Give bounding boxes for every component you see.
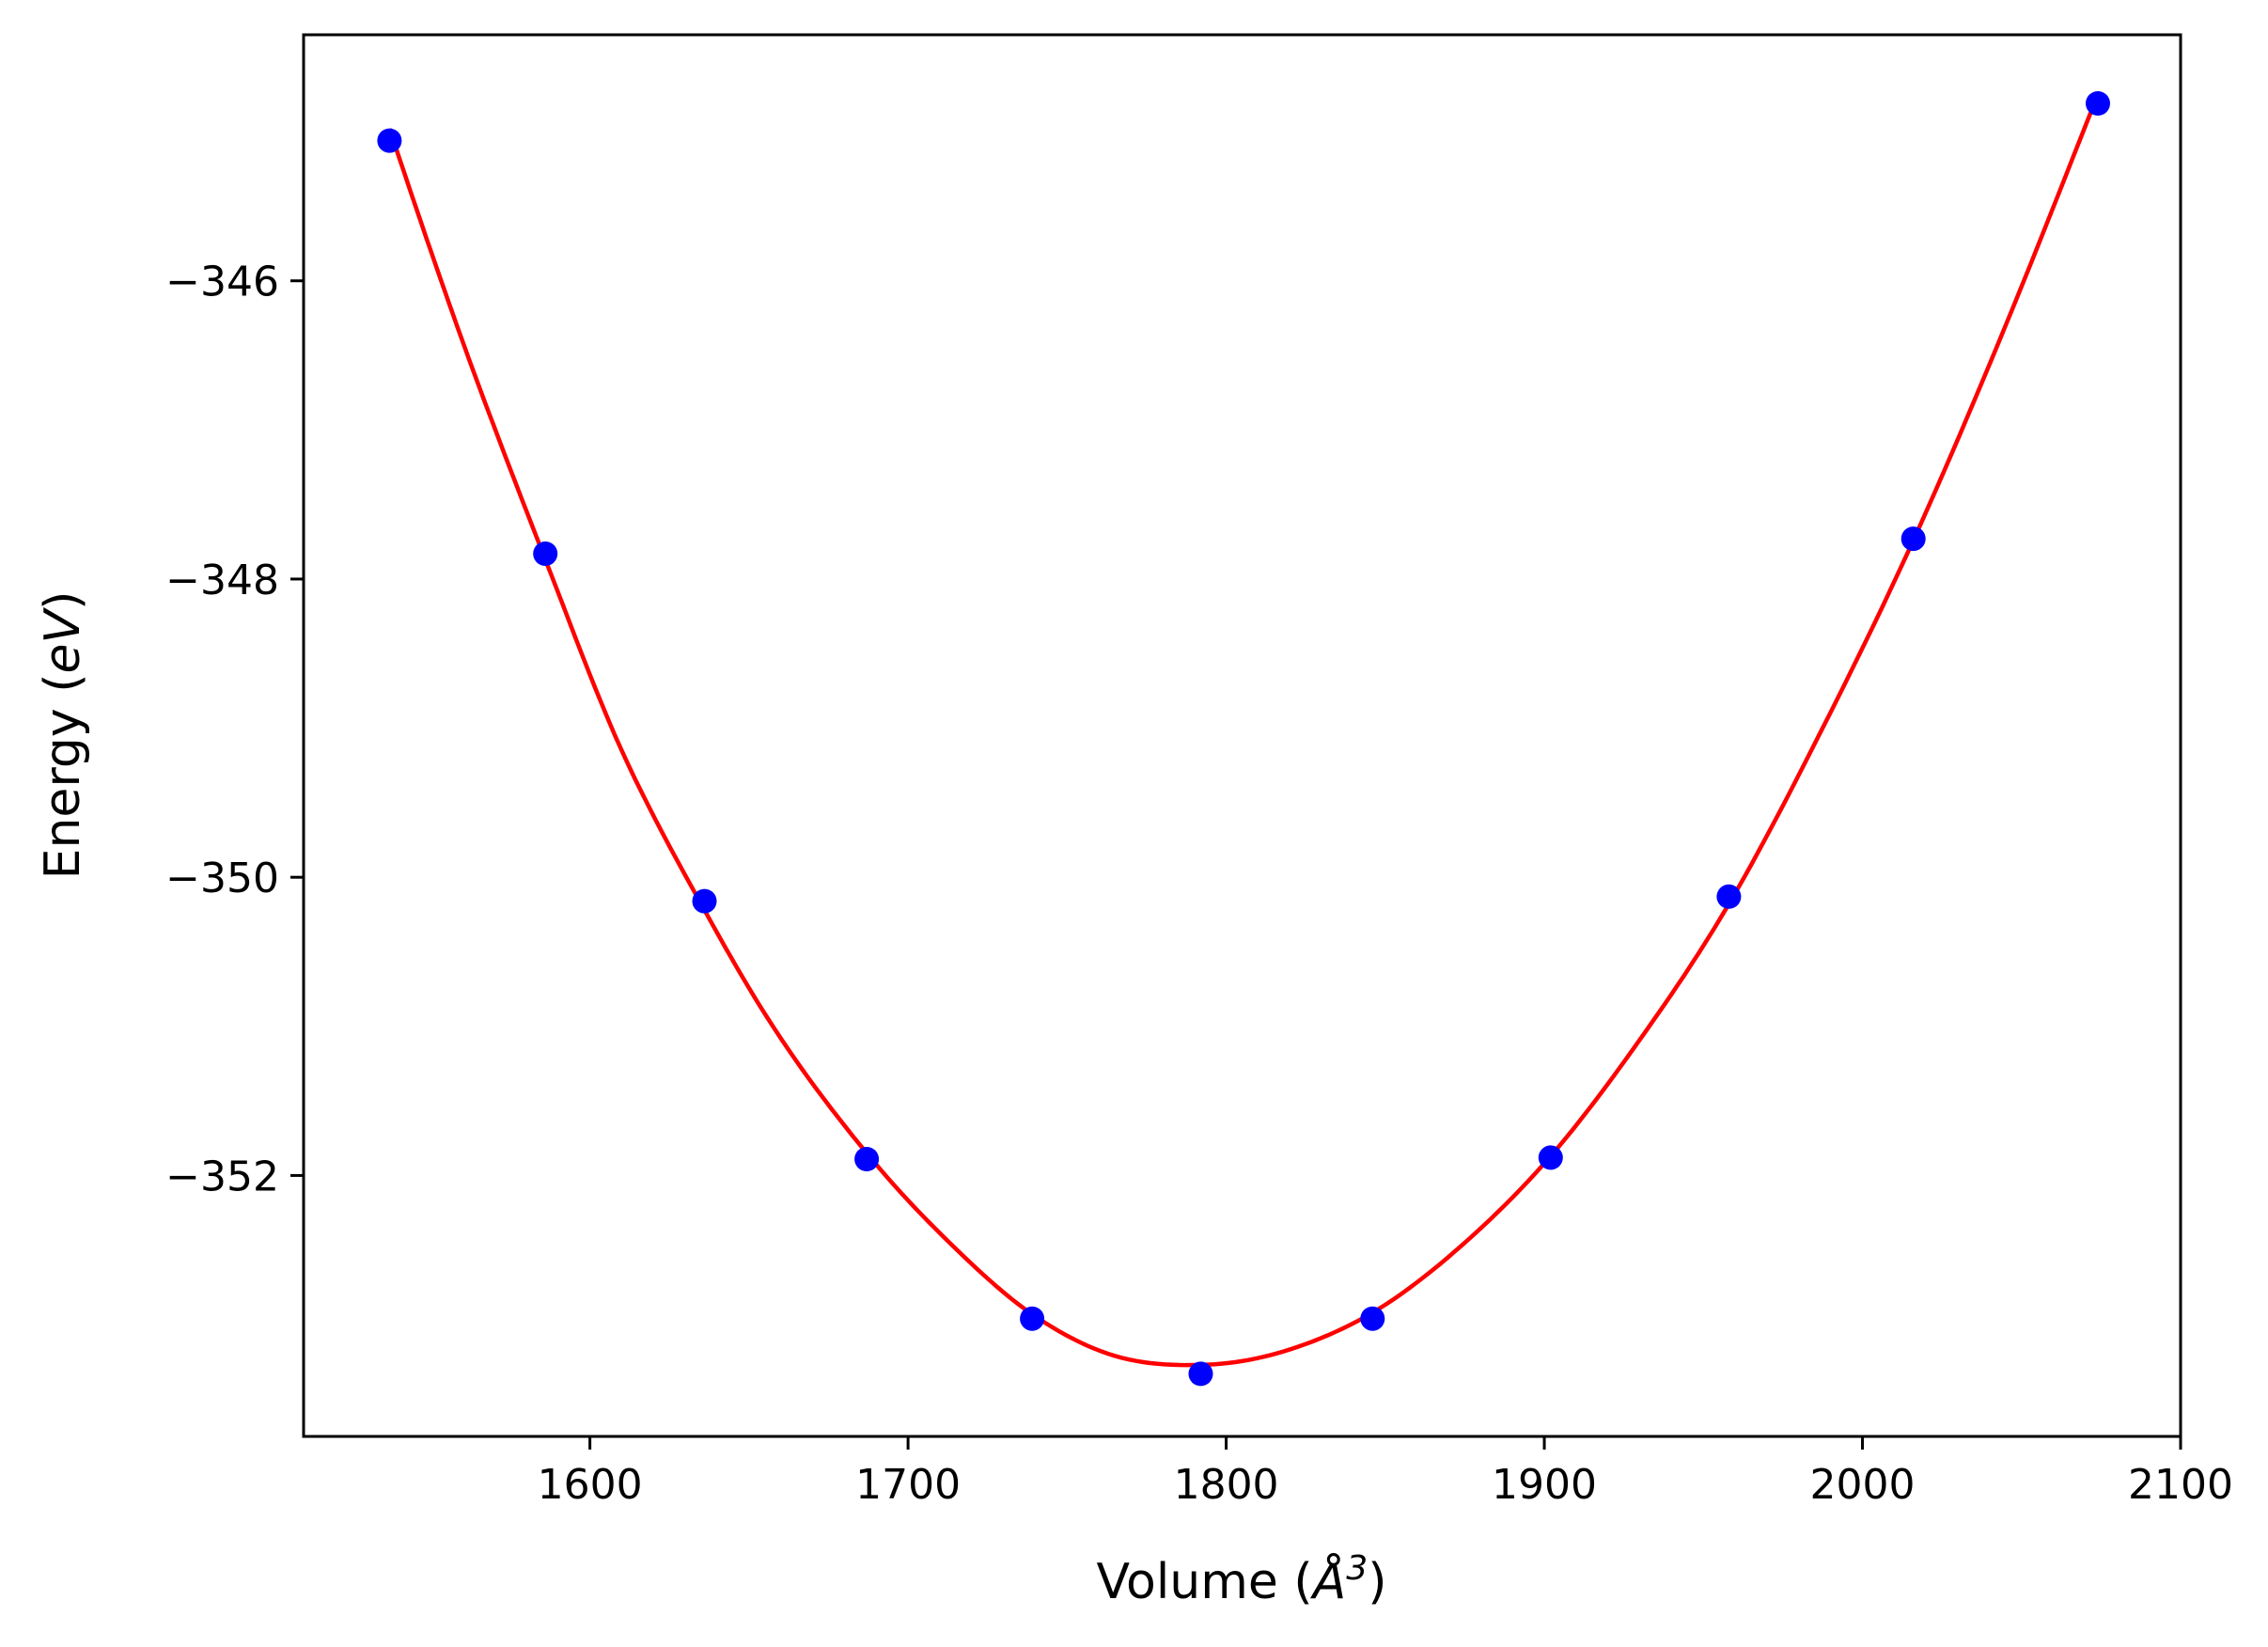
- x-tick-label: 1900: [1492, 1461, 1597, 1509]
- y-tick-label: −350: [165, 855, 279, 902]
- data-point: [854, 1147, 880, 1171]
- x-tick-label: 1600: [538, 1461, 643, 1509]
- y-axis-label: Energy (eV): [35, 591, 91, 880]
- y-tick-label: −348: [165, 557, 279, 604]
- tick-layer: 1600 1700 1800 1900 2000 2100 −346 −348 −350 −352: [165, 259, 2233, 1509]
- data-point: [2086, 91, 2110, 116]
- data-point: [1900, 526, 1926, 552]
- data-point: [1538, 1145, 1563, 1170]
- data-point: [692, 888, 717, 914]
- x-tick-label: 2000: [1810, 1461, 1916, 1509]
- data-point: [1360, 1306, 1385, 1331]
- data-point: [377, 128, 402, 153]
- data-point: [1020, 1306, 1045, 1331]
- axes-frame: [302, 33, 2182, 1438]
- x-axis-label: Volume (Å3): [1097, 1549, 1387, 1610]
- x-tick-label: 1700: [855, 1461, 961, 1509]
- y-tick-label: −352: [165, 1153, 279, 1200]
- y-tick-label: −346: [165, 259, 279, 306]
- data-point: [1716, 884, 1742, 909]
- data-point: [1188, 1361, 1213, 1387]
- x-tick-label: 2100: [2128, 1461, 2233, 1509]
- plot-layer: [377, 91, 2110, 1387]
- x-tick-label: 1800: [1174, 1461, 1279, 1509]
- data-point: [533, 541, 558, 566]
- fit-curve-line: [387, 93, 2101, 1368]
